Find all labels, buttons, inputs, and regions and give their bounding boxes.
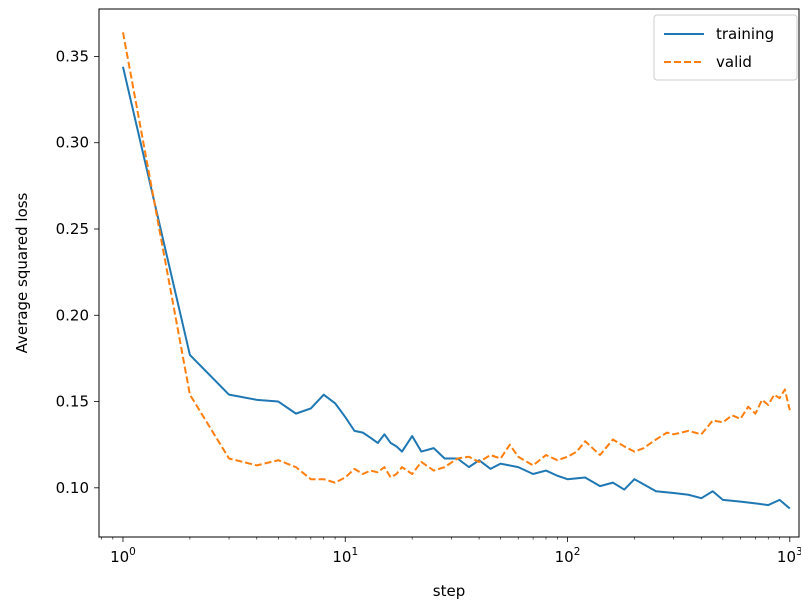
x-tick-label: 101 — [332, 546, 358, 566]
plot-frame — [98, 8, 800, 538]
x-tick-label: 102 — [555, 546, 581, 566]
x-axis-ticks: 100 101 102 103 — [101, 537, 801, 566]
x-axis-title: step — [433, 582, 465, 600]
y-tick-label: 0.10 — [56, 479, 89, 497]
y-axis-title: Average squared loss — [13, 192, 31, 353]
series-layer — [121, 32, 791, 510]
legend: training valid — [653, 14, 798, 81]
y-tick-label: 0.25 — [56, 220, 89, 238]
series-line-valid — [121, 32, 791, 484]
x-tick-label: 103 — [777, 546, 801, 566]
y-tick-label: 0.15 — [56, 393, 89, 411]
series-line-training — [122, 66, 791, 510]
x-tick-label: 100 — [110, 546, 136, 566]
legend-box — [653, 14, 798, 81]
legend-label-valid: valid — [716, 53, 752, 71]
y-tick-label: 0.35 — [56, 47, 89, 65]
y-axis-ticks: 0.10 0.15 0.20 0.25 0.30 0.35 — [56, 47, 99, 497]
legend-label-training: training — [716, 25, 774, 43]
y-tick-label: 0.20 — [56, 306, 89, 324]
y-tick-label: 0.30 — [56, 134, 89, 152]
